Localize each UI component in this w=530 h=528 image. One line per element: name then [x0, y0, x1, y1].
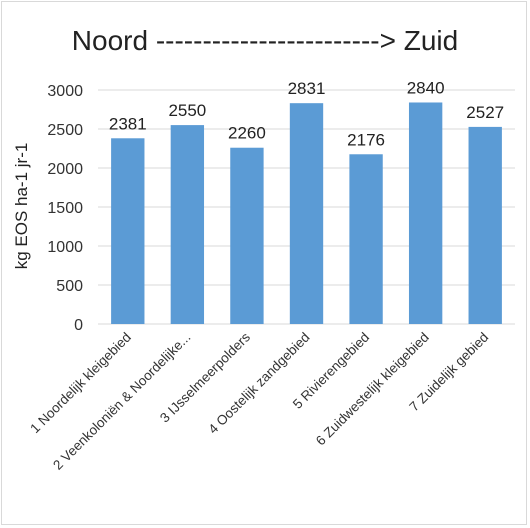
y-tick-label: 2000 [47, 161, 83, 178]
data-label: 2381 [109, 114, 147, 133]
gridlines [98, 89, 515, 325]
bar [408, 102, 443, 324]
data-label: 2527 [466, 103, 504, 122]
y-tick-label: 0 [74, 317, 83, 334]
data-label: 2176 [347, 130, 385, 149]
y-tick-label: 500 [56, 278, 83, 295]
y-tick-label: 1000 [47, 239, 83, 256]
bar [111, 138, 145, 324]
bar [468, 126, 502, 324]
bar [230, 147, 264, 324]
data-label: 2831 [288, 79, 326, 98]
y-tick-label: 3000 [47, 83, 83, 100]
bar [349, 154, 383, 324]
bars [111, 102, 502, 324]
data-label: 2550 [168, 101, 206, 120]
chart-title: Noord ------------------------> Zuid [72, 25, 458, 56]
bar [170, 125, 205, 324]
x-tick-label: 6 Zuidwestelijk kleigebied [313, 330, 432, 449]
x-tick-label: 1 Noordelijk kleigebied [27, 330, 134, 437]
data-label: 2260 [228, 124, 266, 143]
y-axis-label: kg EOS ha-1 jr-1 [12, 143, 31, 270]
x-tick-label: 4 Oostelijk zandgebied [205, 330, 312, 437]
bar [289, 103, 324, 324]
data-labels: 2381 2550 2260 2831 2176 2840 2527 [109, 78, 504, 149]
y-tick-label: 1500 [47, 200, 83, 217]
y-axis-ticks: 0 500 1000 1500 2000 2500 3000 [47, 83, 83, 334]
data-label: 2840 [407, 78, 445, 97]
y-tick-label: 2500 [47, 122, 83, 139]
